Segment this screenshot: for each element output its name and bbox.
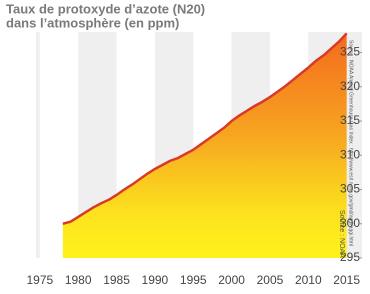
x-tick-label: 1980 [65, 273, 92, 287]
area [62, 33, 347, 259]
chart-subtitle: dans l’atmosphère (en ppm) [6, 15, 179, 30]
source-short: Source : NOAA [338, 210, 345, 258]
x-tick-label: 1985 [103, 273, 130, 287]
y-tick-label: 310 [340, 147, 360, 161]
y-tick-label: 325 [340, 45, 360, 59]
x-tick-label: 2010 [295, 273, 322, 287]
y-tick-label: 295 [340, 250, 360, 264]
chart-title: Taux de protoxyde d’azote (N20) [6, 1, 205, 16]
x-tick-label: 1990 [142, 273, 169, 287]
line [62, 32, 348, 225]
x-tick-label: 2015 [333, 273, 360, 287]
y-tick-label: 320 [340, 79, 360, 93]
x-tick-label: 1995 [180, 273, 207, 287]
x-tick-label: 2005 [257, 273, 284, 287]
y-tick-label: 300 [340, 216, 360, 230]
x-tick-label: 2000 [218, 273, 245, 287]
y-tick-label: 315 [340, 113, 360, 127]
x-tick-label: 1975 [26, 273, 53, 287]
y-tick-label: 305 [340, 182, 360, 196]
source-note: Source : NOAA Annual Greenhouse Gas Inde… [348, 40, 354, 246]
